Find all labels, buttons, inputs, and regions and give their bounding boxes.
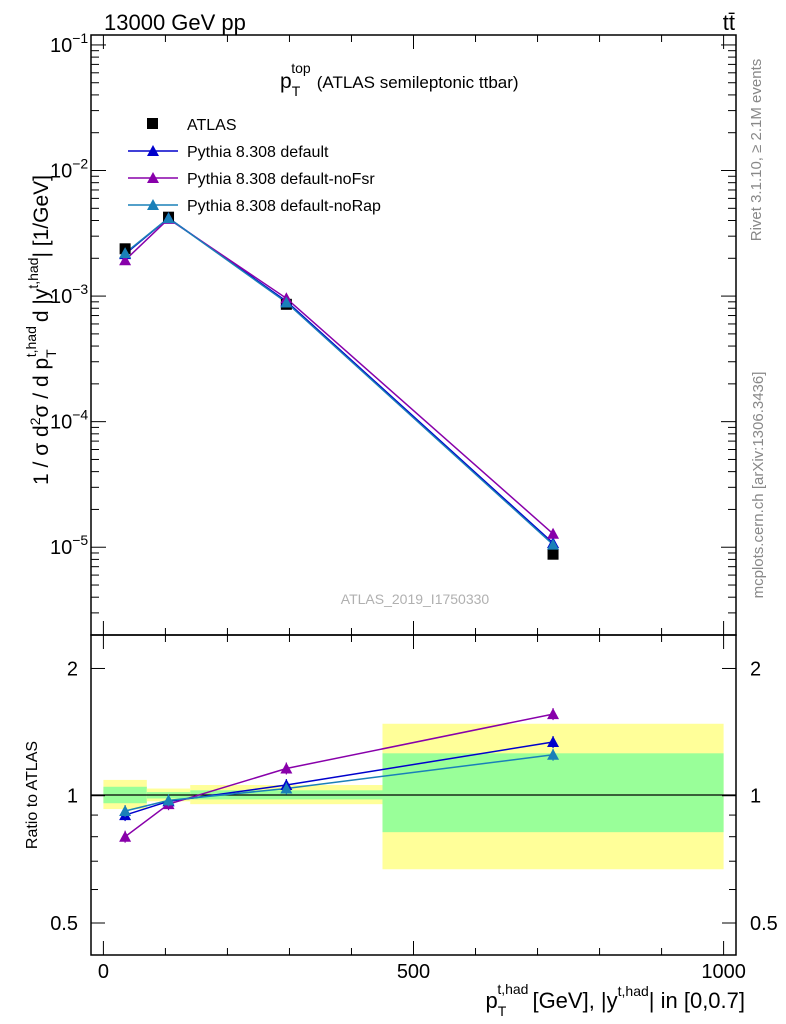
legend-entry: Pythia 8.308 default xyxy=(187,144,329,161)
ratio-marker-1 xyxy=(119,830,132,842)
legend-entry: Pythia 8.308 default-noFsr xyxy=(187,171,375,188)
ratio-y-axis-label: Ratio to ATLAS xyxy=(24,741,41,849)
series-marker-3 xyxy=(119,247,132,259)
ratio-line-1 xyxy=(124,713,554,838)
series-marker-3 xyxy=(280,296,293,308)
ratio-marker-1 xyxy=(547,708,560,720)
series-marker-3 xyxy=(162,212,175,224)
main-axis-ticks xyxy=(91,35,736,636)
legend-entry: ATLAS xyxy=(187,117,237,134)
ratio-series-markers xyxy=(119,708,560,843)
series-marker-2 xyxy=(119,254,132,266)
band-green xyxy=(382,753,724,833)
ratio-marker-1 xyxy=(280,762,293,774)
main-y-tick-labels: 10−1 10−2 10−3 10−4 10−5 xyxy=(50,30,88,559)
ratio-marker-0 xyxy=(547,735,560,747)
ratio-y-tick-label-right: 1 xyxy=(750,786,761,808)
main-y-axis-label: 1 / σ d2σ / d pTt,hadd |yt,had| [1/GeV] xyxy=(23,175,59,485)
main-series-lines xyxy=(124,217,554,546)
atlas-data-point xyxy=(547,548,559,560)
main-series-markers xyxy=(119,211,560,560)
legend-marker xyxy=(147,199,159,210)
legend-marker-atlas xyxy=(147,118,158,129)
ratio-series-lines xyxy=(124,713,554,838)
ratio-line-0 xyxy=(124,741,554,816)
ratio-marker-2 xyxy=(119,805,132,817)
series-line-3 xyxy=(124,217,554,546)
process-label: tt̄ xyxy=(723,10,735,35)
ratio-y-tick-label-left: 0.5 xyxy=(50,913,78,935)
main-y-tick-label: 10−3 xyxy=(50,281,88,308)
ratio-marker-2 xyxy=(280,782,293,794)
x-tick-label: 0 xyxy=(98,961,109,983)
x-axis-label: pTt,had [GeV], |yt,had| in [0,0.7] xyxy=(486,981,746,1019)
main-panel: 10−1 10−2 10−3 10−4 10−5 pTtop(ATLAS semilep… xyxy=(23,30,737,636)
main-y-tick-label: 10−5 xyxy=(50,532,88,559)
plot-title: pTtop(ATLAS semileptonic ttbar) xyxy=(280,60,519,99)
main-y-tick-label: 10−4 xyxy=(50,407,88,434)
rivet-label: Rivet 3.1.10, ≥ 2.1M events xyxy=(748,59,765,242)
ratio-line-2 xyxy=(124,754,554,812)
series-marker-3 xyxy=(547,538,560,550)
ratio-y-tick-label-left: 1 xyxy=(67,786,78,808)
legend-marker xyxy=(147,172,159,183)
x-tick-label: 500 xyxy=(397,961,430,983)
legend-entry: Pythia 8.308 default-noRap xyxy=(187,198,381,215)
mcplots-label: mcplots.cern.ch [arXiv:1306.3436] xyxy=(750,372,767,599)
ratio-panel: 0.5 0.5 1 1 2 2 0 500 1000 Ratio to ATLAS pTt,ha… xyxy=(24,634,778,1019)
legend: ATLAS Pythia 8.308 default Pythia 8.308 de… xyxy=(128,117,381,215)
ratio-tick-labels: 0.5 0.5 1 1 2 2 0 500 1000 xyxy=(50,658,778,983)
ratio-y-tick-label-right: 2 xyxy=(750,658,761,680)
ratio-marker-2 xyxy=(547,748,560,760)
ratio-axis-ticks xyxy=(91,635,736,955)
main-y-tick-label: 10−1 xyxy=(50,30,88,57)
main-y-tick-label: 10−2 xyxy=(50,156,88,183)
ratio-y-tick-label-right: 0.5 xyxy=(750,913,778,935)
ratio-marker-2 xyxy=(162,794,175,806)
x-tick-label: 1000 xyxy=(701,961,746,983)
series-marker-2 xyxy=(547,527,560,539)
svg-text:1 / σ d2σ / d pTt,hadd |yt,had: 1 / σ d2σ / d pTt,hadd |yt,had| [1/GeV] xyxy=(23,175,59,485)
series-line-1 xyxy=(124,217,554,544)
energy-label: 13000 GeV pp xyxy=(104,10,246,35)
analysis-watermark: ATLAS_2019_I1750330 xyxy=(341,591,490,607)
ratio-uncertainty-bands xyxy=(103,723,724,870)
series-line-2 xyxy=(124,217,554,535)
ratio-y-tick-label-left: 2 xyxy=(67,658,78,680)
legend-marker xyxy=(147,145,159,156)
